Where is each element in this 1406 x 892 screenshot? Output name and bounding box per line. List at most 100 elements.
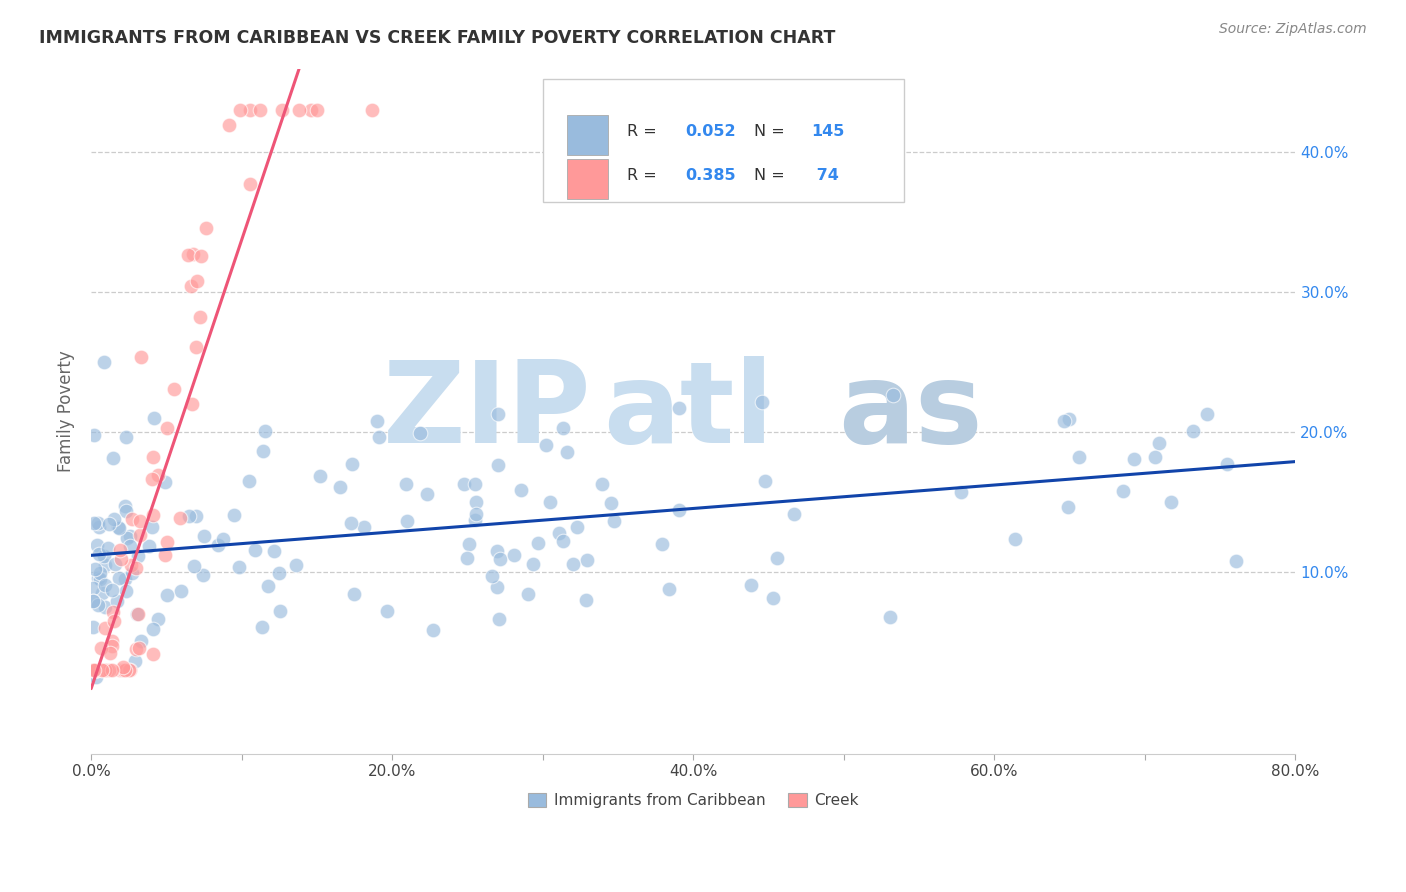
Point — [97, 663, 120, 677]
Point — [177, 247, 200, 261]
Point — [121, 558, 143, 572]
Point — [485, 580, 508, 594]
Point — [486, 458, 509, 473]
Point — [153, 548, 176, 562]
Point — [239, 177, 262, 191]
Point — [148, 612, 170, 626]
Point — [82, 663, 104, 677]
Point — [668, 502, 690, 516]
Point — [89, 572, 111, 586]
Point — [243, 542, 266, 557]
Point — [129, 634, 152, 648]
Point — [522, 558, 544, 572]
Point — [194, 221, 217, 235]
Point — [1122, 452, 1144, 467]
Point — [86, 663, 108, 677]
Point — [138, 539, 160, 553]
Point — [110, 552, 132, 566]
Point — [93, 549, 115, 563]
Point — [658, 582, 681, 597]
Point — [271, 103, 294, 118]
Point — [103, 614, 125, 628]
FancyBboxPatch shape — [567, 159, 607, 199]
Point — [94, 663, 117, 677]
Point — [299, 103, 322, 118]
Point — [105, 594, 128, 608]
Point — [83, 663, 105, 677]
Point — [82, 663, 104, 677]
Point — [111, 660, 134, 674]
Point — [156, 421, 179, 435]
Point — [87, 520, 110, 534]
Point — [575, 593, 598, 607]
Point — [218, 118, 240, 132]
Point — [101, 663, 124, 677]
Point — [252, 620, 274, 634]
Point — [125, 641, 148, 656]
Point — [481, 569, 503, 583]
Point — [107, 570, 129, 584]
Point — [107, 519, 129, 533]
Point — [82, 581, 104, 595]
Point — [188, 310, 211, 325]
Point — [190, 249, 212, 263]
Point — [108, 521, 131, 535]
Point — [555, 445, 578, 459]
Point — [1144, 450, 1167, 464]
Point — [94, 578, 117, 592]
Point — [340, 516, 363, 530]
Point — [108, 542, 131, 557]
Point — [191, 568, 214, 582]
Point — [89, 566, 111, 581]
Point — [186, 340, 208, 354]
Point — [93, 355, 115, 369]
Point — [84, 663, 107, 677]
Point — [527, 536, 550, 550]
Point — [591, 477, 613, 491]
Point — [368, 430, 391, 444]
Point — [120, 539, 142, 553]
Point — [94, 663, 117, 677]
Point — [668, 401, 690, 415]
Point — [1182, 424, 1205, 438]
Point — [212, 532, 235, 546]
Point — [169, 511, 191, 525]
Point — [82, 594, 104, 608]
Point — [90, 663, 112, 677]
Point — [142, 647, 165, 661]
Point — [115, 430, 138, 444]
Point — [1147, 436, 1170, 450]
Point — [534, 438, 557, 452]
Point — [252, 444, 274, 458]
Point — [108, 663, 131, 677]
Point — [82, 620, 104, 634]
Point — [456, 551, 478, 566]
Point — [114, 500, 136, 514]
Point — [101, 639, 124, 653]
Point — [155, 475, 177, 489]
Point — [1112, 484, 1135, 499]
Point — [121, 566, 143, 580]
Point — [101, 633, 124, 648]
Point — [340, 457, 363, 471]
Point — [183, 558, 205, 573]
Point — [94, 621, 117, 635]
Point — [180, 279, 202, 293]
Point — [329, 480, 352, 494]
Point — [94, 663, 117, 677]
Text: R =: R = — [627, 168, 662, 183]
Point — [181, 247, 204, 261]
Point — [86, 516, 108, 531]
Point — [464, 507, 486, 521]
Point — [170, 584, 193, 599]
Point — [127, 607, 149, 622]
Point — [128, 515, 150, 529]
Point — [561, 558, 583, 572]
Point — [97, 516, 120, 531]
Text: N =: N = — [754, 124, 789, 139]
Point — [87, 548, 110, 562]
Point — [86, 663, 108, 677]
Point — [553, 421, 575, 435]
Point — [86, 537, 108, 551]
Point — [83, 663, 105, 677]
